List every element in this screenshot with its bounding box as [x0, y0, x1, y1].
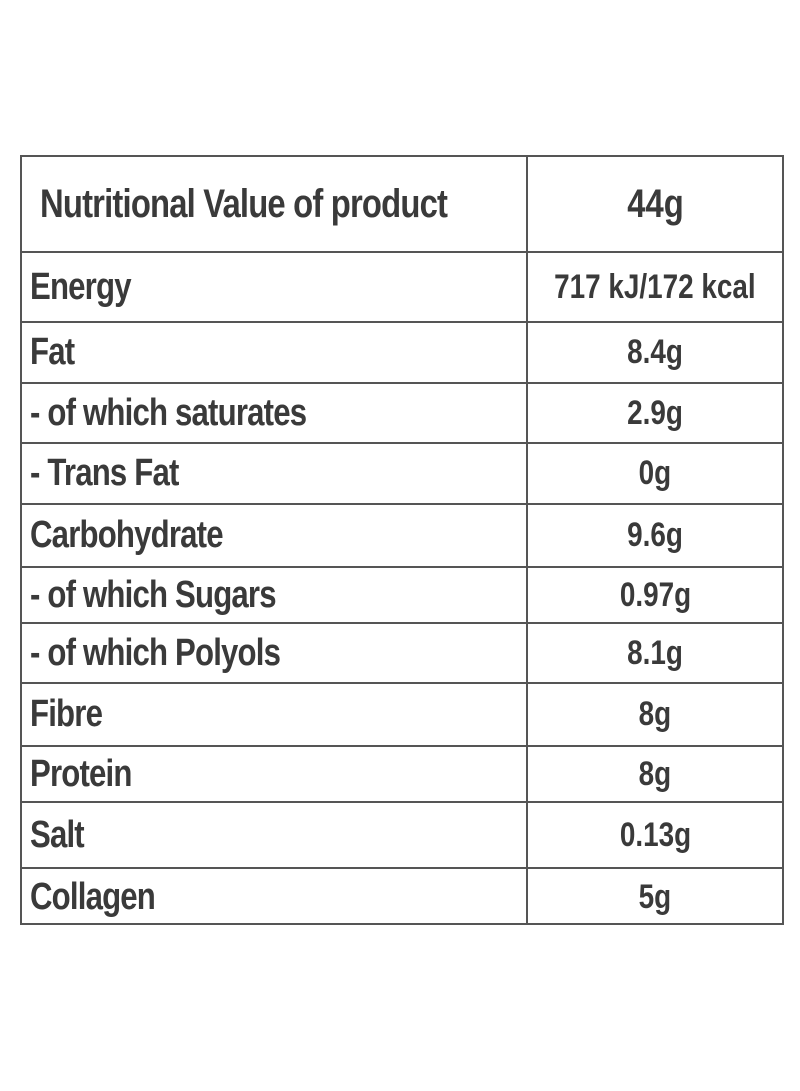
nutrient-label-cell: - Trans Fat: [22, 444, 528, 503]
table-row: - of which saturates 2.9g: [22, 384, 782, 444]
nutrient-value: 9.6g: [627, 516, 683, 554]
nutrient-value-cell: 0g: [528, 444, 782, 503]
nutrient-label-cell: Salt: [22, 803, 528, 867]
table-row: Carbohydrate 9.6g: [22, 505, 782, 568]
nutrient-label: Carbohydrate: [30, 514, 224, 556]
table-row: Collagen 5g: [22, 869, 782, 925]
header-value: 44g: [626, 181, 684, 226]
nutrition-table: Nutritional Value of product 44g Energy …: [20, 155, 784, 925]
nutrient-label: - of which Sugars: [30, 573, 277, 616]
nutrient-value-cell: 8g: [528, 684, 782, 745]
header-label-cell: Nutritional Value of product: [22, 157, 528, 251]
nutrient-value: 8g: [638, 754, 672, 793]
table-row: Salt 0.13g: [22, 803, 782, 869]
nutrient-label-cell: - of which Sugars: [22, 568, 528, 622]
nutrient-label: - of which Polyols: [30, 631, 281, 674]
nutrient-label-cell: - of which Polyols: [22, 624, 528, 682]
nutrient-value-cell: 8.1g: [528, 624, 782, 682]
nutrient-value-cell: 0.97g: [528, 568, 782, 622]
nutrient-label-cell: Energy: [22, 253, 528, 321]
table-row: Fibre 8g: [22, 684, 782, 747]
nutrient-label: Fibre: [30, 693, 103, 735]
nutrient-label: Collagen: [30, 875, 156, 918]
table-row: - Trans Fat 0g: [22, 444, 782, 505]
nutrient-label-cell: Carbohydrate: [22, 505, 528, 566]
nutrient-label: - Trans Fat: [30, 452, 179, 494]
nutrient-value-cell: 8g: [528, 747, 782, 801]
nutrient-value: 0.97g: [619, 575, 691, 614]
table-row: Fat 8.4g: [22, 323, 782, 384]
table-row: - of which Polyols 8.1g: [22, 624, 782, 684]
nutrient-label-cell: Fat: [22, 323, 528, 382]
header-value-cell: 44g: [528, 157, 782, 251]
nutrient-label: - of which saturates: [30, 391, 307, 434]
nutrient-label: Salt: [30, 813, 85, 856]
nutrient-value-cell: 2.9g: [528, 384, 782, 442]
nutrient-label-cell: Fibre: [22, 684, 528, 745]
table-row: Protein 8g: [22, 747, 782, 803]
nutrient-value: 5g: [638, 877, 672, 916]
table-row: - of which Sugars 0.97g: [22, 568, 782, 624]
nutrient-label: Energy: [30, 265, 132, 308]
nutrient-label-cell: Collagen: [22, 869, 528, 925]
nutrient-label-cell: - of which saturates: [22, 384, 528, 442]
header-label: Nutritional Value of product: [40, 181, 448, 226]
nutrient-value: 717 kJ/172 kcal: [554, 267, 756, 306]
nutrient-value-cell: 717 kJ/172 kcal: [528, 253, 782, 321]
table-header-row: Nutritional Value of product 44g: [22, 157, 782, 253]
nutrient-value: 8.4g: [627, 333, 683, 371]
nutrient-value: 2.9g: [627, 393, 683, 432]
nutrient-value: 0g: [638, 454, 672, 492]
nutrient-value: 8g: [638, 695, 672, 733]
nutrient-value-cell: 8.4g: [528, 323, 782, 382]
nutrient-value: 0.13g: [619, 815, 691, 854]
nutrient-value-cell: 9.6g: [528, 505, 782, 566]
nutrient-label: Fat: [30, 331, 75, 373]
nutrient-label: Protein: [30, 752, 132, 795]
nutrient-value-cell: 5g: [528, 869, 782, 925]
nutrient-value: 8.1g: [627, 633, 683, 672]
table-row: Energy 717 kJ/172 kcal: [22, 253, 782, 323]
nutrient-value-cell: 0.13g: [528, 803, 782, 867]
nutrient-label-cell: Protein: [22, 747, 528, 801]
